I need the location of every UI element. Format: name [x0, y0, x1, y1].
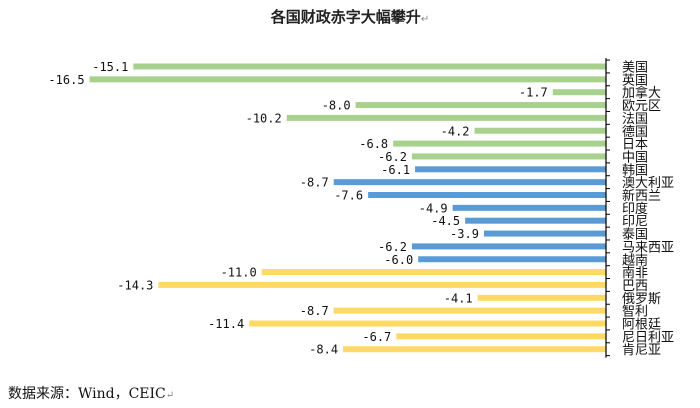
data-label-23: -8.4	[309, 343, 338, 357]
data-label-8: -6.2	[378, 150, 407, 164]
chart-title: 各国财政赤字大幅攀升↵	[270, 8, 430, 26]
category-label-19: 俄罗斯	[622, 292, 661, 307]
bar-5	[286, 114, 606, 121]
data-label-16: -6.0	[384, 253, 413, 267]
bar-4	[355, 102, 606, 109]
category-label-4: 欧元区	[622, 99, 661, 114]
bar-11	[368, 192, 606, 198]
bar-13	[465, 217, 606, 224]
category-label-11: 新西兰	[622, 188, 661, 204]
bar-1	[133, 63, 606, 70]
bar-9	[415, 166, 606, 173]
bar-14	[483, 230, 606, 237]
bar-chart: -15.1 美国 -16.5 英国 -1.7 加拿大 -8.0 欧元区 -10.2 法国 -4.2 德…	[48, 58, 674, 358]
bar-12	[452, 204, 606, 211]
data-label-7: -6.8	[359, 137, 388, 151]
bar-21	[249, 320, 606, 327]
data-label-10: -8.7	[300, 176, 329, 190]
category-label-13: 印尼	[622, 215, 648, 230]
data-label-2: -16.5	[48, 73, 84, 87]
data-label-12: -4.9	[419, 201, 448, 215]
data-label-6: -4.2	[441, 124, 470, 138]
category-label-2: 英国	[622, 73, 648, 88]
category-label-17: 南非	[622, 265, 648, 281]
data-label-21: -11.4	[208, 317, 244, 331]
data-label-14: -3.9	[450, 227, 479, 241]
data-label-18: -14.3	[117, 278, 153, 292]
data-label-4: -8.0	[322, 99, 351, 113]
data-label-1: -15.1	[92, 60, 128, 74]
category-label-1: 美国	[622, 61, 648, 76]
data-label-15: -6.2	[378, 240, 407, 254]
source-note: 数据来源：Wind，CEIC↵	[8, 386, 175, 402]
data-label-13: -4.5	[431, 214, 460, 228]
bar-22	[396, 333, 606, 340]
data-label-20: -8.7	[300, 304, 329, 318]
data-label-9: -6.1	[381, 163, 410, 177]
data-label-19: -4.1	[444, 291, 473, 305]
category-label-3: 加拿大	[622, 85, 661, 101]
category-label-7: 日本	[622, 138, 648, 153]
data-label-5: -10.2	[246, 111, 282, 125]
category-label-9: 韩国	[622, 163, 648, 178]
category-label-10: 澳大利亚	[622, 175, 674, 191]
data-label-11: -7.6	[334, 189, 363, 203]
bar-16	[418, 256, 606, 263]
bar-15	[411, 243, 606, 250]
category-label-8: 中国	[622, 150, 648, 165]
bar-3	[552, 89, 606, 96]
category-label-20: 智利	[622, 305, 648, 320]
bar-2	[89, 76, 607, 83]
category-label-18: 巴西	[622, 279, 648, 294]
category-label-23: 肯尼亚	[622, 343, 661, 358]
bar-23	[343, 346, 606, 353]
bar-6	[474, 127, 606, 134]
bar-8	[411, 153, 606, 160]
data-label-3: -1.7	[519, 86, 548, 100]
category-label-15: 马来西亚	[622, 240, 674, 255]
category-label-16: 越南	[622, 252, 648, 268]
bar-18	[158, 281, 606, 288]
category-label-6: 德国	[622, 125, 648, 140]
bar-10	[333, 179, 606, 186]
category-label-5: 法国	[622, 112, 648, 127]
category-label-22: 尼日利亚	[622, 330, 674, 345]
paragraph-mark-icon: ↵	[165, 390, 175, 401]
bar-17	[261, 269, 606, 276]
data-label-17: -11.0	[221, 266, 257, 280]
category-label-21: 阿根廷	[622, 318, 661, 333]
bar-7	[393, 140, 606, 147]
category-label-12: 印度	[622, 201, 648, 217]
data-label-22: -6.7	[362, 330, 391, 344]
bar-19	[477, 294, 606, 301]
category-label-14: 泰国	[622, 228, 648, 243]
bar-20	[333, 307, 606, 314]
paragraph-mark-icon: ↵	[420, 14, 430, 25]
